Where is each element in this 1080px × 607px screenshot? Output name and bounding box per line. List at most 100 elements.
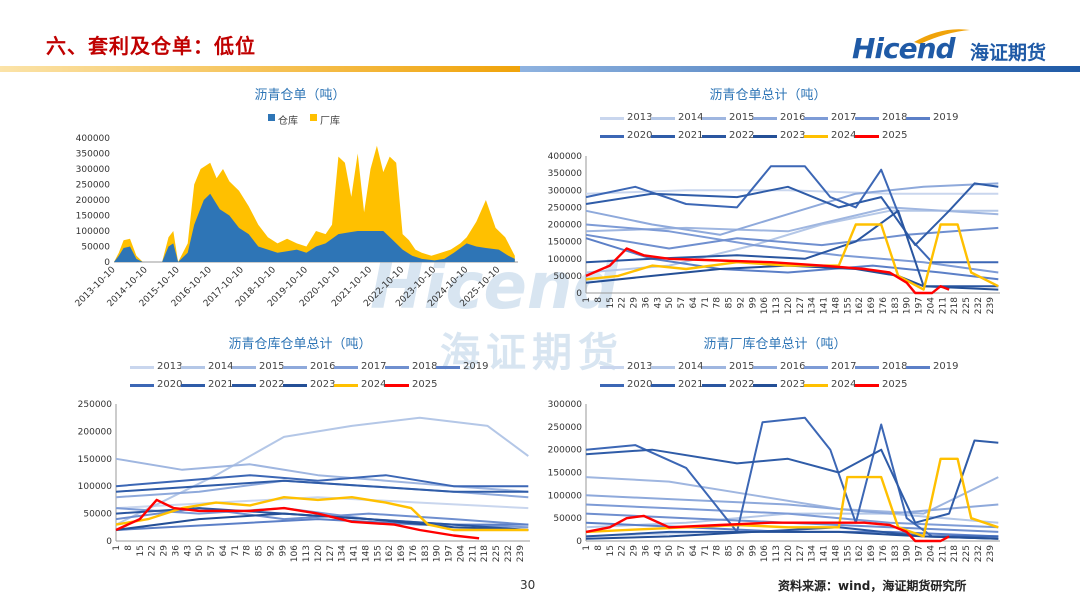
- x-tick-label: 22: [148, 545, 158, 556]
- header-band-orange: [0, 66, 520, 72]
- legend-label-2024: 2024: [831, 130, 857, 141]
- x-tick-label: 113: [772, 545, 782, 562]
- x-tick-label: 57: [677, 545, 687, 556]
- y-tick-label: 150000: [548, 238, 583, 248]
- x-tick-label: 211: [468, 545, 478, 562]
- legend-swatch-2025: [855, 135, 879, 138]
- logo-swoosh-icon: [914, 29, 970, 44]
- x-tick-label: 176: [879, 297, 889, 314]
- y-tick-label: 150000: [548, 469, 583, 479]
- x-tick-label: 22: [618, 297, 628, 308]
- legend-label-2015: 2015: [259, 361, 285, 372]
- legend-item-2016: 2016: [753, 361, 805, 372]
- legend-label-2013: 2013: [627, 361, 653, 372]
- legend-label-2025: 2025: [412, 379, 438, 390]
- chart-warehouse-legend: 2013 2014 2015 2016 2017 2018 2019 2020 2021 2022…: [130, 361, 510, 393]
- legend-item-2022: 2022: [232, 379, 284, 390]
- legend-label-2022: 2022: [259, 379, 285, 390]
- legend-item-2017: 2017: [334, 361, 386, 372]
- x-tick-label: 43: [183, 545, 193, 556]
- legend-item-2023: 2023: [753, 379, 805, 390]
- legend-label-warehouse: 仓库: [278, 116, 298, 127]
- x-tick-label: 239: [986, 545, 996, 562]
- x-tick-label: 71: [701, 545, 711, 556]
- x-tick-label: 162: [855, 297, 865, 314]
- series-line-2025: [585, 247, 950, 295]
- legend-item-2021: 2021: [651, 379, 703, 390]
- series-line-2015: [585, 206, 999, 233]
- legend-swatch-2018: [855, 366, 879, 369]
- x-tick-label: 64: [219, 545, 229, 557]
- series-line-2023: [585, 264, 999, 291]
- y-tick-label: 200000: [78, 427, 113, 437]
- y-tick-label: 250000: [548, 203, 583, 213]
- legend-label-2018: 2018: [882, 112, 908, 123]
- legend-swatch-2017: [804, 366, 828, 369]
- x-tick-label: 36: [641, 545, 651, 557]
- x-tick-label: 183: [421, 545, 431, 562]
- x-tick-label: 64: [689, 545, 699, 557]
- y-tick-label: 400000: [76, 134, 111, 144]
- x-tick-label: 43: [653, 545, 663, 556]
- legend-item-2019: 2019: [906, 112, 958, 123]
- x-tick-label: 169: [867, 297, 877, 314]
- legend-label-2014: 2014: [208, 361, 234, 372]
- x-tick-label: 218: [480, 545, 490, 562]
- x-tick-label: 155: [843, 297, 853, 314]
- legend-item-2021: 2021: [651, 130, 703, 141]
- legend-swatch-2014: [651, 117, 675, 120]
- x-tick-label: 176: [879, 545, 889, 562]
- page-number: 30: [520, 578, 536, 592]
- y-tick-label: 350000: [548, 169, 583, 179]
- x-tick-label: 8: [594, 297, 604, 303]
- logo-text-cn: 海证期货: [970, 42, 1047, 64]
- legend-swatch-2016: [753, 117, 777, 120]
- y-tick-label: 50000: [83, 510, 112, 520]
- legend-label-2016: 2016: [780, 361, 806, 372]
- legend-item-2024: 2024: [804, 130, 856, 141]
- legend-label-2022: 2022: [729, 130, 755, 141]
- legend-item-2018: 2018: [855, 112, 907, 123]
- x-tick-label: 197: [915, 545, 925, 562]
- legend-item-2018: 2018: [385, 361, 437, 372]
- legend-label-2018: 2018: [882, 361, 908, 372]
- y-tick-label: 250000: [78, 400, 113, 410]
- legend-label-2017: 2017: [831, 112, 857, 123]
- x-tick-label: 78: [243, 545, 253, 557]
- series-line-2014: [115, 416, 529, 526]
- legend-item-2024: 2024: [334, 379, 386, 390]
- x-tick-label: 218: [950, 545, 960, 562]
- x-tick-label: 211: [938, 297, 948, 314]
- x-tick-label: 148: [361, 545, 371, 562]
- series-line-2020: [585, 165, 999, 264]
- y-tick-label: 0: [576, 289, 582, 299]
- x-tick-label: 183: [891, 545, 901, 562]
- x-tick-label: 36: [171, 545, 181, 557]
- x-tick-label: 50: [665, 545, 675, 557]
- legend-label-2013: 2013: [627, 112, 653, 123]
- x-tick-label: 239: [516, 545, 526, 562]
- legend-item-2019: 2019: [906, 361, 958, 372]
- legend-swatch-2018: [855, 117, 879, 120]
- chart-warehouse-title: 沥青仓库仓单总计（吨）: [228, 337, 372, 352]
- x-tick-label: 78: [713, 297, 723, 309]
- legend-label-2020: 2020: [627, 379, 653, 390]
- legend-item-2015: 2015: [232, 361, 284, 372]
- legend-item-2025: 2025: [855, 130, 907, 141]
- x-tick-label: 71: [701, 297, 711, 308]
- legend-swatch-2023: [283, 384, 307, 387]
- legend-item-2014: 2014: [181, 361, 233, 372]
- legend-swatch-2024: [334, 384, 358, 387]
- legend-item-2015: 2015: [702, 361, 754, 372]
- x-tick-label: 127: [796, 297, 806, 314]
- y-tick-label: 100000: [548, 255, 583, 265]
- x-tick-label: 43: [653, 297, 663, 308]
- legend-item-2017: 2017: [804, 361, 856, 372]
- x-tick-label: 92: [266, 545, 276, 556]
- series-line-2025: [115, 498, 480, 540]
- x-tick-label: 15: [606, 545, 616, 556]
- legend-label-2014: 2014: [678, 361, 704, 372]
- y-tick-label: 0: [106, 537, 112, 547]
- x-tick-label: 232: [974, 297, 984, 314]
